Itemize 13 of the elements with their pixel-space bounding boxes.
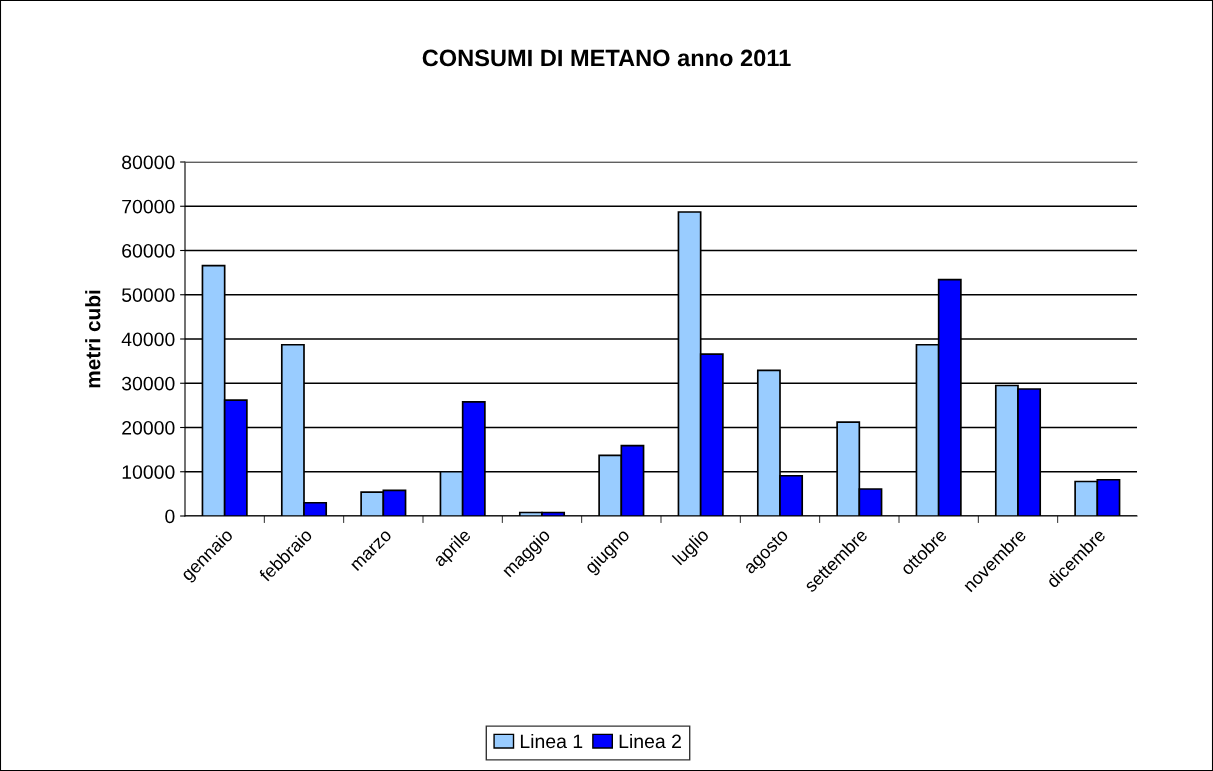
- y-tick-label: 30000: [121, 376, 175, 391]
- y-tick-label: 60000: [122, 243, 175, 258]
- legend-label: Linea 2: [619, 733, 681, 749]
- y-tick-label: 20000: [122, 420, 175, 435]
- chart-title: CONSUMI DI METANO anno 2011: [422, 49, 791, 67]
- y-tick-label: 10000: [122, 465, 175, 479]
- y-tick-label: 0: [165, 509, 175, 524]
- y-axis-title: metri cubi: [85, 290, 101, 388]
- y-tick-label: 50000: [121, 288, 175, 302]
- legend-label: Linea 1: [520, 733, 583, 749]
- y-tick-label: 80000: [122, 155, 175, 170]
- y-tick-label: 40000: [121, 332, 175, 347]
- y-tick-label: 70000: [122, 199, 175, 214]
